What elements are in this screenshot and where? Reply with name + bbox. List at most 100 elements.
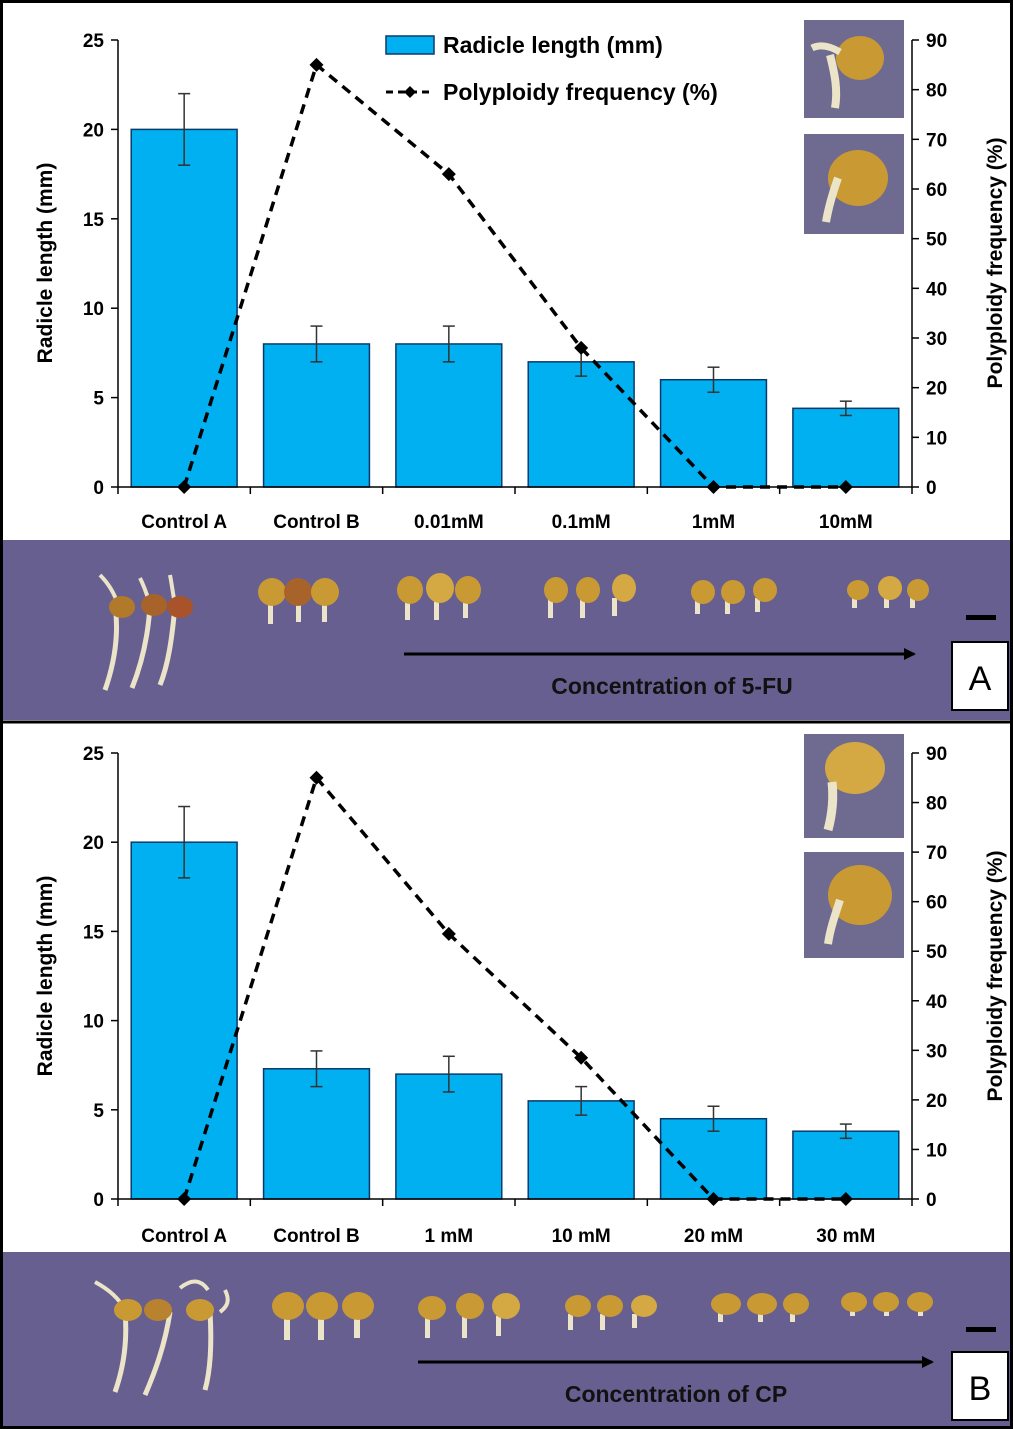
- y2-tick-label: 20: [926, 379, 947, 400]
- error-bar-b-5: [839, 1123, 852, 1140]
- y-axis-title: Radicle length (mm): [34, 876, 57, 1077]
- legend-bar-swatch: [385, 35, 435, 55]
- y2-tick-label: 0: [926, 1190, 937, 1211]
- seedling-group-30mm-b: [841, 1292, 933, 1316]
- polyploidy-line-a: [182, 61, 846, 489]
- legend-line-marker: [404, 86, 416, 98]
- y2-tick-label: 50: [926, 942, 947, 963]
- bar-a-1: [262, 343, 371, 488]
- error-bar-a-0: [178, 92, 191, 166]
- y2-tick-label: 70: [926, 843, 947, 864]
- scale-bar-b: [966, 1327, 996, 1332]
- panel-a: Concentration of 5-FU A Radicle length (…: [3, 20, 1010, 720]
- y-tick-label: 0: [93, 478, 104, 499]
- seed-inset-bottom-b: [804, 852, 904, 958]
- y2-tick-label: 50: [926, 230, 947, 251]
- bar-a-2: [395, 343, 503, 488]
- polyploidy-point-b-3: [574, 1050, 589, 1065]
- y2-tick-label: 10: [926, 1140, 947, 1161]
- y2-tick-label: 60: [926, 180, 947, 201]
- y2-tick-label: 90: [926, 31, 947, 52]
- bar-b-2: [395, 1073, 503, 1200]
- y2-tick-label: 0: [926, 478, 937, 499]
- y2-tick-label: 80: [926, 81, 947, 102]
- x-tick-label: 1mM: [692, 512, 735, 533]
- y2-tick-label: 40: [926, 279, 947, 300]
- y-tick-label: 10: [83, 1012, 104, 1033]
- seedling-group-1mm: [691, 578, 777, 614]
- seedling-group-10mm: [847, 576, 929, 608]
- x-tick-label: Control B: [273, 1226, 360, 1247]
- polyploidy-point-a-3: [574, 340, 589, 355]
- seedling-group-control-a-b: [94, 1279, 230, 1396]
- error-bar-b-0: [178, 805, 191, 879]
- y2-axis-title: Polyploidy frequency (%): [984, 138, 1007, 389]
- chart-a-plot: 0 5 10 15 20 25 0 10 20 30 40 50 60 70 80 90 Control A Co…: [34, 31, 1007, 533]
- legend-bar-label: Radicle length (mm): [443, 32, 663, 58]
- error-bar-a-4: [707, 366, 720, 393]
- x-tick-label: 1 mM: [425, 1226, 474, 1247]
- polyploidy-line-b: [182, 774, 846, 1201]
- seedling-group-control-b: [258, 578, 339, 624]
- seedling-photo-b: [3, 1252, 1010, 1426]
- y-tick-label: 5: [93, 389, 104, 410]
- y-tick-label: 10: [83, 299, 104, 320]
- polyploidy-point-b-5: [838, 1192, 853, 1206]
- concentration-label-b: Concentration of CP: [565, 1381, 787, 1407]
- x-tick-label: Control A: [141, 512, 227, 533]
- error-bar-b-4: [707, 1105, 720, 1132]
- x-tick-label: 0.01mM: [414, 512, 484, 533]
- y2-tick-label: 70: [926, 130, 947, 151]
- polyploidy-point-b-1: [309, 770, 324, 785]
- error-bar-b-3: [575, 1085, 588, 1116]
- y2-tick-label: 80: [926, 794, 947, 815]
- y2-axis-title: Polyploidy frequency (%): [984, 851, 1007, 1102]
- polyploidy-point-a-1: [309, 57, 324, 72]
- panel-b: Concentration of CP B 0 5 10 15 20 25 0 10 20 30 4…: [3, 734, 1010, 1426]
- scale-bar-a: [966, 615, 996, 620]
- bar-a-4: [659, 378, 768, 488]
- error-bar-a-2: [442, 325, 455, 363]
- seedling-group-0-1mm: [544, 574, 636, 618]
- error-bar-b-2: [442, 1055, 455, 1093]
- y2-tick-label: 40: [926, 992, 947, 1013]
- seedling-photo-a: [3, 540, 1010, 720]
- x-tick-label: 30 mM: [816, 1226, 875, 1247]
- bar-b-0: [130, 841, 238, 1200]
- polyploidy-point-b-2: [441, 926, 456, 941]
- polyploidy-point-b-0: [177, 1192, 192, 1206]
- polyploidy-point-a-5: [838, 480, 853, 494]
- y-tick-label: 0: [93, 1190, 104, 1211]
- concentration-label-a: Concentration of 5-FU: [551, 673, 793, 699]
- bar-a-3: [527, 361, 635, 488]
- panel-label-a: A: [969, 660, 992, 698]
- bar-b-5: [792, 1130, 900, 1200]
- polyploidy-point-b-4: [706, 1192, 721, 1206]
- seedling-group-10mm-b: [565, 1295, 657, 1330]
- seed-inset-top-b: [804, 734, 904, 838]
- y2-tick-label: 60: [926, 893, 947, 914]
- y-tick-label: 20: [83, 833, 104, 854]
- y2-tick-label: 30: [926, 329, 947, 350]
- bar-a-0: [130, 128, 238, 488]
- polyploidy-point-a-0: [177, 480, 192, 494]
- error-bar-b-1: [310, 1050, 323, 1088]
- y-tick-label: 15: [83, 210, 105, 231]
- x-tick-label: Control A: [141, 1226, 227, 1247]
- panel-label-b: B: [969, 1370, 992, 1408]
- seedling-group-0-01mm: [397, 573, 481, 620]
- legend-line-label: Polyploidy frequency (%): [443, 79, 718, 105]
- seedling-group-1mm-b: [418, 1293, 520, 1338]
- bar-b-3: [527, 1100, 635, 1200]
- seedling-group-control-b-b: [272, 1292, 374, 1340]
- y-tick-label: 5: [93, 1101, 104, 1122]
- x-tick-label: 10 mM: [552, 1226, 611, 1247]
- bar-a-5: [792, 407, 900, 488]
- y2-tick-label: 30: [926, 1041, 947, 1062]
- seedling-group-control-a: [98, 573, 193, 691]
- panel-label-box-a: [951, 641, 1009, 711]
- y-tick-label: 15: [83, 922, 105, 943]
- polyploidy-point-a-2: [441, 167, 456, 182]
